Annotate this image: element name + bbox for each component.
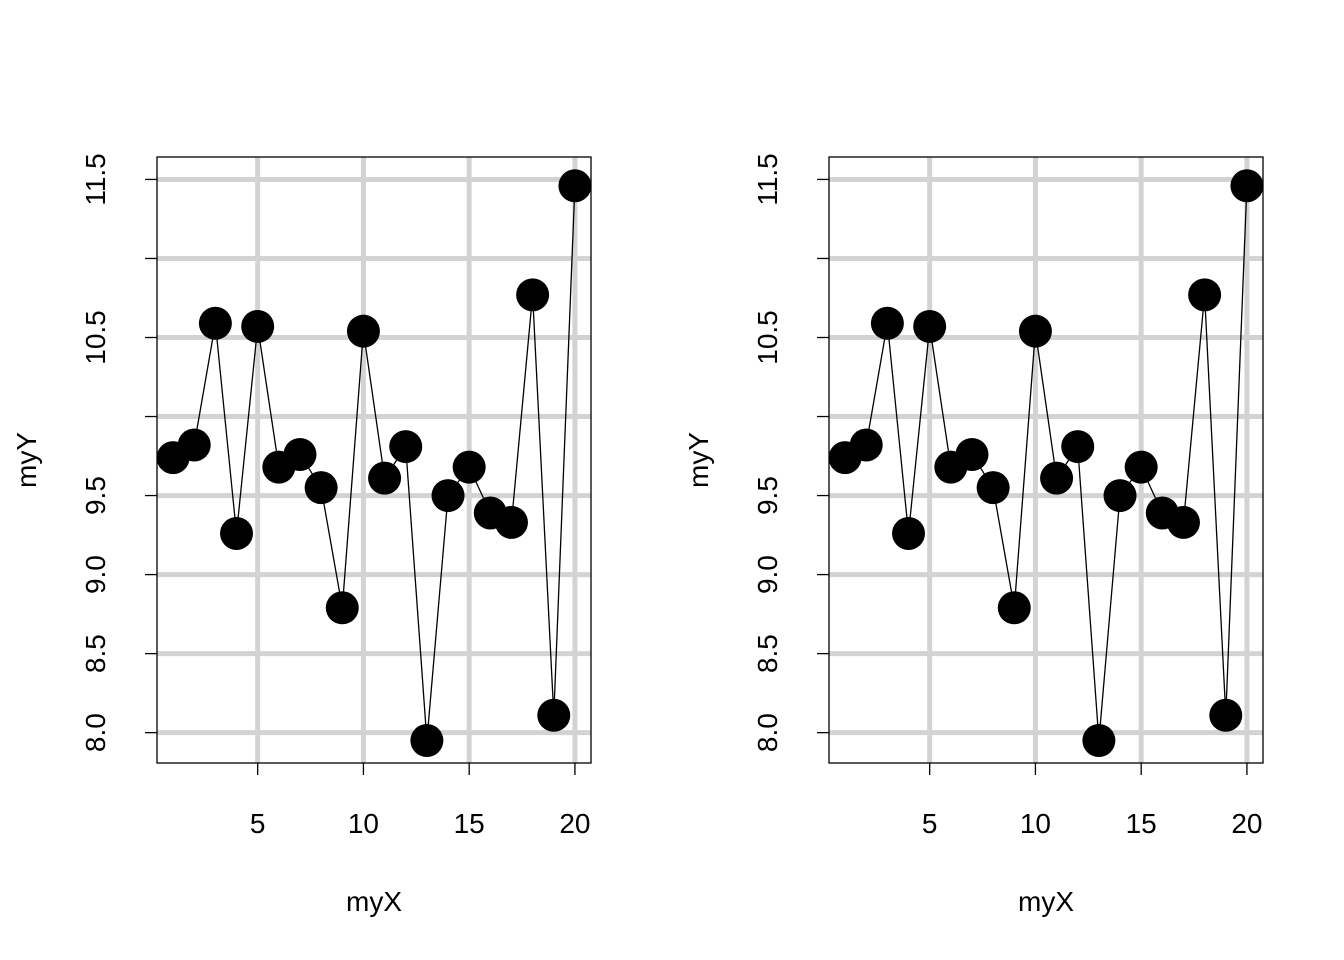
y-tick-label: 10.5 — [752, 310, 783, 365]
y-tick-label: 9.0 — [752, 555, 783, 594]
data-points — [156, 169, 592, 758]
x-axis-label: myX — [1018, 886, 1074, 917]
y-tick-label: 8.5 — [80, 634, 111, 673]
y-tick-label: 9.5 — [752, 476, 783, 515]
data-point — [304, 471, 338, 505]
y-axis-label: myY — [683, 432, 714, 488]
data-point — [1230, 169, 1264, 203]
data-point — [452, 450, 486, 484]
y-axis-label: myY — [11, 432, 42, 488]
data-point — [198, 306, 232, 340]
data-point — [410, 724, 444, 758]
y-axis: 8.0 8.5 9.0 9.5 10.5 11.5 — [752, 153, 829, 752]
data-point — [177, 428, 211, 462]
data-point — [431, 479, 465, 513]
data-point — [1040, 461, 1074, 495]
data-points — [828, 169, 1264, 758]
y-tick-label: 11.5 — [80, 153, 111, 205]
data-point — [1124, 450, 1158, 484]
data-point — [913, 309, 947, 343]
x-tick-label: 10 — [1020, 808, 1051, 839]
data-point — [241, 309, 275, 343]
x-tick-label: 20 — [1231, 808, 1262, 839]
panel-right: 5 10 15 20 8.0 8.5 9.0 9.5 10.5 11.5 myX myY — [683, 153, 1264, 917]
y-tick-label: 11.5 — [752, 153, 783, 205]
y-tick-label: 10.5 — [80, 310, 111, 365]
data-point — [849, 428, 883, 462]
x-axis: 5 10 15 20 — [922, 763, 1263, 839]
plot-frame — [156, 156, 592, 764]
panel-left: 5 10 15 20 8.0 8.5 9.0 9.5 10.5 11.5 myX myY — [11, 153, 592, 917]
y-tick-label: 9.0 — [80, 555, 111, 594]
x-tick-label: 15 — [454, 808, 485, 839]
data-point — [892, 516, 926, 550]
data-point — [1061, 430, 1095, 464]
x-tick-label: 5 — [250, 808, 266, 839]
data-point — [346, 314, 380, 348]
data-point — [997, 591, 1031, 625]
y-axis: 8.0 8.5 9.0 9.5 10.5 11.5 — [80, 153, 157, 752]
data-point — [1209, 698, 1243, 732]
x-tick-label: 5 — [922, 808, 938, 839]
data-point — [1166, 505, 1200, 539]
data-point — [955, 437, 989, 471]
x-tick-label: 10 — [348, 808, 379, 839]
y-tick-label: 8.0 — [80, 713, 111, 752]
y-tick-label: 8.0 — [752, 713, 783, 752]
data-point — [558, 169, 592, 203]
data-point — [516, 278, 550, 312]
plot-frame — [828, 156, 1264, 764]
data-point — [325, 591, 359, 625]
data-point — [1103, 479, 1137, 513]
x-tick-label: 15 — [1126, 808, 1157, 839]
data-point — [1082, 724, 1116, 758]
data-point — [368, 461, 402, 495]
x-axis-label: myX — [346, 886, 402, 917]
data-point — [1018, 314, 1052, 348]
x-tick-label: 20 — [559, 808, 590, 839]
data-point — [537, 698, 571, 732]
data-point — [283, 437, 317, 471]
data-point — [220, 516, 254, 550]
y-tick-label: 8.5 — [752, 634, 783, 673]
data-point — [976, 471, 1010, 505]
data-point — [870, 306, 904, 340]
data-point — [494, 505, 528, 539]
data-point — [1188, 278, 1222, 312]
x-axis: 5 10 15 20 — [250, 763, 591, 839]
y-tick-label: 9.5 — [80, 476, 111, 515]
data-point — [389, 430, 423, 464]
